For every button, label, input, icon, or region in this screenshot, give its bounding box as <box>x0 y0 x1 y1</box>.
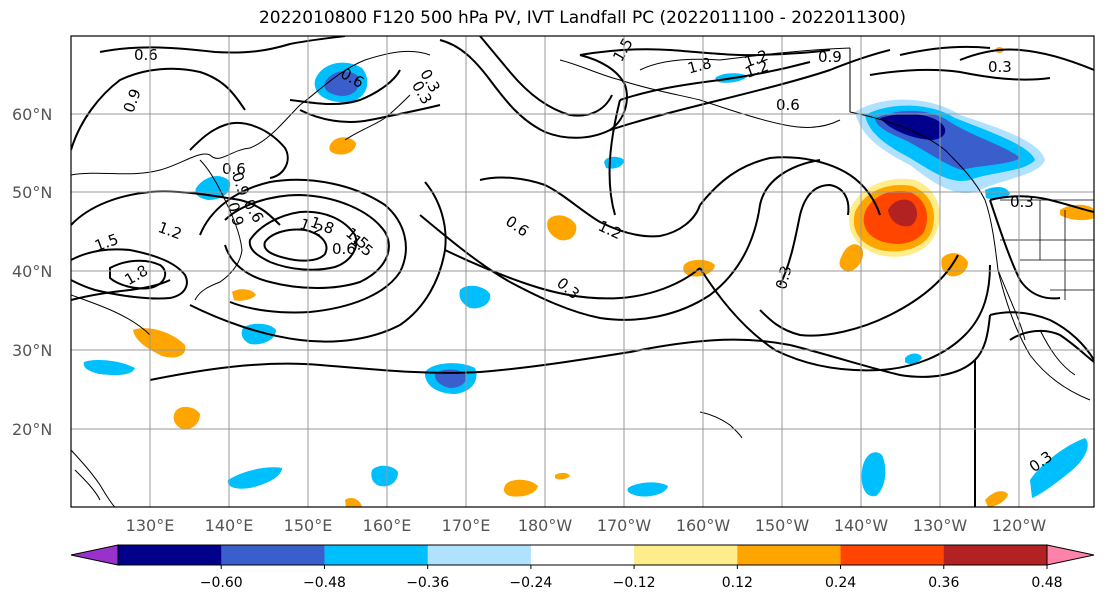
lat-label: 40°N <box>12 262 52 281</box>
colorbar-tick-label: 0.12 <box>722 575 753 591</box>
map-title: 2022010800 F120 500 hPa PV, IVT Landfall… <box>258 8 906 28</box>
contour-label: 1.5 <box>92 230 121 255</box>
colorbar-tick-label: −0.36 <box>406 575 449 591</box>
contour-label: 0.6 <box>134 46 158 64</box>
gridlines <box>71 36 1094 507</box>
lon-label: 140°E <box>205 516 254 535</box>
colorbar-box <box>221 545 325 565</box>
colorbar-box <box>634 545 738 565</box>
contour-label: 0.9 <box>224 200 248 228</box>
colorbar-tick-label: 0.48 <box>1031 575 1062 591</box>
pv-contours <box>71 36 1094 507</box>
lon-label: 170°W <box>597 516 652 535</box>
colorbar-box <box>427 545 532 565</box>
shading-layer <box>83 47 1094 507</box>
contour-label: 0.9 <box>120 86 145 115</box>
contour-label: 1.2 <box>156 218 185 243</box>
colorbar-box <box>118 545 222 565</box>
latitude-labels: 60°N 50°N 40°N 30°N 20°N <box>12 105 52 439</box>
colorbar-extend-low <box>70 544 119 566</box>
colorbar-box <box>840 545 945 565</box>
contour-label: 0.6 <box>222 160 246 178</box>
colorbar: −0.60 −0.48 −0.36 −0.24 −0.12 0.12 0.24 0.36 0.4… <box>70 544 1095 591</box>
colorbar-tick-label: 0.36 <box>928 575 959 591</box>
longitude-labels: 130°E 140°E 150°E 160°E 170°E 180°W 170°… <box>126 516 1047 535</box>
colorbar-box <box>530 545 635 565</box>
contour-label: 1.8 <box>122 261 152 289</box>
lat-label: 50°N <box>12 183 52 202</box>
contour-label: 0.3 <box>553 274 583 303</box>
contour-label: 0.6 <box>502 212 532 240</box>
colorbar-extend-high <box>1046 544 1095 566</box>
colorbar-box <box>737 545 842 565</box>
colorbar-box <box>943 545 1048 565</box>
contour-label: 0.3 <box>1010 193 1034 211</box>
colorbar-tick-labels: −0.60 −0.48 −0.36 −0.24 −0.12 0.12 0.24 0.36 0.4… <box>200 565 1063 591</box>
lon-label: 160°E <box>363 516 412 535</box>
map-frame <box>70 35 1095 508</box>
colorbar-box <box>324 545 429 565</box>
coastlines <box>71 47 1091 507</box>
lon-label: 180°W <box>518 516 573 535</box>
contour-label: 0.9 <box>818 48 842 66</box>
lon-label: 130°W <box>913 516 968 535</box>
colorbar-tick-label: −0.60 <box>200 575 243 591</box>
contour-label: 0.6 <box>776 96 800 114</box>
lat-label: 60°N <box>12 105 52 124</box>
colorbar-tick-label: −0.12 <box>613 575 656 591</box>
colorbar-boxes <box>118 545 1048 565</box>
contour-label: 0.3 <box>772 264 796 292</box>
contour-label: 1.8 <box>686 54 714 78</box>
borders <box>1000 199 1094 300</box>
lon-label: 120°W <box>992 516 1047 535</box>
contour-label: 0.3 <box>988 58 1012 76</box>
colorbar-tick-label: −0.24 <box>509 575 552 591</box>
colorbar-tick-label: 0.24 <box>825 575 856 591</box>
contour-label: 1.5 <box>609 35 637 65</box>
lon-label: 170°E <box>442 516 491 535</box>
lon-label: 140°W <box>834 516 889 535</box>
lat-label: 20°N <box>12 420 52 439</box>
lon-label: 150°E <box>284 516 333 535</box>
lon-label: 130°E <box>126 516 175 535</box>
lat-label: 30°N <box>12 341 52 360</box>
colorbar-tick-label: −0.48 <box>303 575 346 591</box>
contour-label: 0.6 <box>332 240 356 258</box>
lon-label: 160°W <box>676 516 731 535</box>
lon-label: 150°W <box>755 516 810 535</box>
